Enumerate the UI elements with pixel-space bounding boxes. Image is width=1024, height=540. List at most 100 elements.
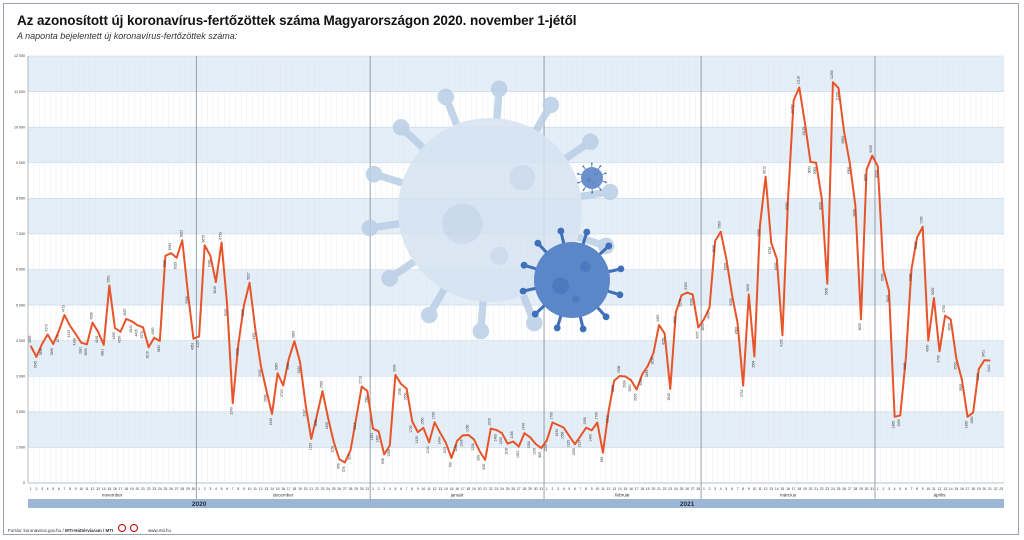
data-label: 5200 <box>931 287 935 295</box>
x-day-label: 4 <box>563 487 565 491</box>
x-day-label: 31 <box>365 487 369 491</box>
data-point <box>383 453 385 455</box>
x-day-label: 8 <box>69 487 71 491</box>
data-point <box>164 255 167 257</box>
data-label: 5300 <box>690 298 694 306</box>
x-day-label: 3 <box>888 487 890 491</box>
data-label: 6387 <box>162 260 166 268</box>
x-day-label: 5 <box>394 487 396 491</box>
x-day-label: 30 <box>192 487 196 491</box>
x-day-label: 16 <box>786 487 790 491</box>
data-point <box>535 443 537 445</box>
data-point <box>58 330 60 332</box>
x-day-label: 27 <box>175 487 179 491</box>
data-label: 900 <box>477 455 481 461</box>
x-day-label: 6 <box>905 487 907 491</box>
data-point <box>798 86 800 88</box>
virus-spike-tip <box>602 313 610 321</box>
x-day-label: 9 <box>243 487 245 491</box>
x-day-label: 14 <box>270 487 274 491</box>
virus-body <box>534 242 610 318</box>
data-label: 4250 <box>118 336 122 344</box>
x-day-label: 4 <box>894 487 896 491</box>
x-day-label: 8 <box>585 487 587 491</box>
data-label: 3038 <box>392 364 396 372</box>
data-label: 4508 <box>90 312 94 320</box>
data-label: 4150 <box>779 339 783 347</box>
x-day-label: 19 <box>803 487 807 491</box>
x-day-label: 2 <box>204 487 206 491</box>
data-label: 5400 <box>886 295 890 303</box>
data-point <box>557 424 559 426</box>
data-label: 4700 <box>942 305 946 313</box>
data-label: 5645 <box>213 286 217 294</box>
y-tick-label: 10 000 <box>14 125 25 129</box>
data-label: 1185 <box>454 445 458 452</box>
data-label: 3700 <box>936 355 940 363</box>
data-label: 1980 <box>970 416 974 424</box>
x-day-label: 21 <box>309 487 313 491</box>
x-day-label: 30 <box>360 487 364 491</box>
x-day-label: 12 <box>433 487 437 491</box>
data-label: 1400 <box>521 423 525 431</box>
x-day-label: 18 <box>124 487 128 491</box>
x-day-label: 9 <box>417 487 419 491</box>
series-line-group <box>29 81 991 464</box>
x-day-label: 23 <box>999 487 1003 491</box>
data-point <box>361 385 363 388</box>
data-point <box>770 242 772 244</box>
data-point <box>776 258 778 260</box>
data-point <box>579 435 582 437</box>
x-day-label: 26 <box>842 487 846 491</box>
data-point <box>894 416 896 418</box>
data-label: 10125 <box>802 127 806 136</box>
data-point <box>871 155 873 157</box>
x-day-label: 24 <box>674 487 678 491</box>
virus-spike-tip <box>601 183 619 201</box>
data-point <box>35 356 38 358</box>
mti-logo-icon <box>118 524 126 532</box>
data-point <box>899 414 901 416</box>
x-day-label: 20 <box>135 487 139 491</box>
data-point <box>91 321 94 324</box>
x-day-label: 25 <box>332 487 336 491</box>
data-label: 3402 <box>297 366 301 374</box>
data-point <box>30 345 32 347</box>
data-point <box>523 432 526 434</box>
y-tick-label: 4 000 <box>16 339 25 343</box>
data-label: 3650 <box>650 357 654 365</box>
x-day-label: 6 <box>731 487 733 491</box>
data-label: 3985 <box>291 331 295 339</box>
x-day-label: 2 <box>35 487 37 491</box>
x-day-label: 5 <box>52 487 54 491</box>
x-month-label: december <box>273 493 294 498</box>
x-day-label: 29 <box>528 487 532 491</box>
x-day-label: 26 <box>685 487 689 491</box>
virus-crater <box>552 277 569 295</box>
virus-crater <box>594 172 598 176</box>
x-day-label: 12 <box>938 487 942 491</box>
data-label: 1165 <box>510 431 514 438</box>
x-day-label: 7 <box>911 487 913 491</box>
data-label: 9000 <box>813 167 817 175</box>
data-label: 10752 <box>791 104 795 113</box>
data-point <box>568 435 570 437</box>
data-point <box>456 440 458 442</box>
data-point <box>136 324 138 326</box>
x-day-label: 12 <box>259 487 263 491</box>
x-day-label: 6 <box>226 487 228 491</box>
x-day-label: 19 <box>298 487 302 491</box>
data-point <box>781 334 784 336</box>
data-point <box>417 431 419 433</box>
year-bar <box>370 499 1005 508</box>
data-point <box>86 343 88 345</box>
data-point <box>809 161 812 163</box>
chart-title: Az azonosított új koronavírus-fertőzötte… <box>17 13 577 28</box>
data-label: 648 <box>482 464 486 470</box>
x-day-label: 21 <box>814 487 818 491</box>
data-point <box>366 390 368 392</box>
data-point <box>114 327 116 329</box>
data-point <box>254 327 256 329</box>
data-label: 3816 <box>146 351 150 359</box>
data-point <box>529 436 531 438</box>
